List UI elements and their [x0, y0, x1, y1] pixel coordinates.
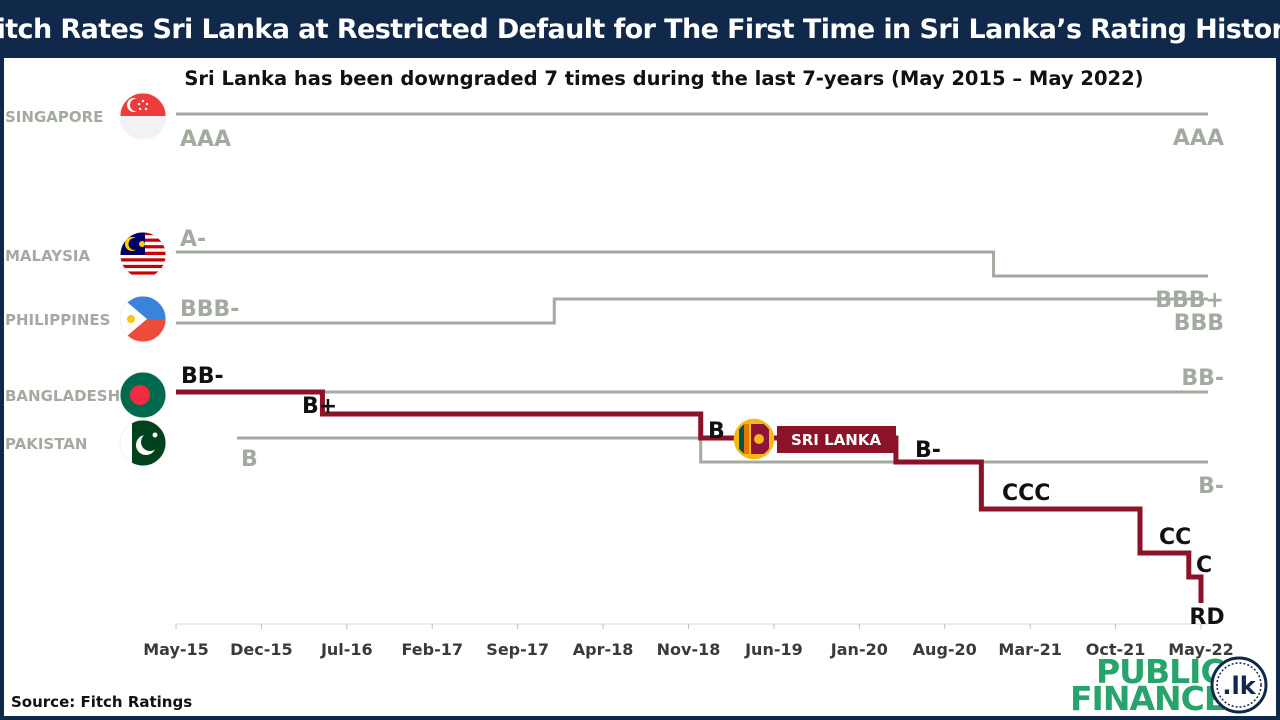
page-title: Fitch Rates Sri Lanka at Restricted Defa… [0, 13, 1280, 45]
brand-line-1: PUBLIC [1096, 652, 1224, 691]
source-note: Source: Fitch Ratings [11, 693, 192, 711]
singapore-flag-icon [120, 93, 166, 139]
pakistan-flag-icon [120, 420, 166, 466]
malaysia-line [176, 250, 1208, 278]
sri-lanka-rating-label: B [708, 419, 725, 444]
sri-lanka-rating-label: BB- [181, 364, 224, 389]
sri-lanka-rating-label: B- [915, 438, 941, 463]
bangladesh-label: BANGLADESH [5, 387, 120, 405]
malaysia-flag-icon [120, 232, 166, 278]
x-tick-label: Aug-20 [913, 640, 977, 659]
sri-lanka-rating-label: C [1196, 553, 1212, 578]
chart-panel: Sri Lanka has been downgraded 7 times du… [4, 58, 1276, 716]
sri-lanka-line [176, 389, 1204, 603]
philippines-start-rating: BBB- [180, 297, 239, 322]
sri-lanka-rating-label: B+ [302, 394, 337, 419]
sri-lanka-rating-label: CC [1159, 525, 1191, 550]
x-tick-label: Nov-18 [657, 640, 721, 659]
x-tick-label: Apr-18 [573, 640, 634, 659]
sri-lanka-badge-label: SRI LANKA [791, 431, 882, 449]
brand-badge-inner [1216, 662, 1262, 708]
x-tick-label: Feb-17 [402, 640, 464, 659]
malaysia-label: MALAYSIA [5, 247, 91, 265]
x-tick-label: Jun-19 [744, 640, 803, 659]
brand-badge-ring [1210, 656, 1268, 714]
chart-subtitle: Sri Lanka has been downgraded 7 times du… [184, 67, 1143, 90]
philippines-flag-icon [120, 296, 166, 342]
rating-history-chart: Sri Lanka has been downgraded 7 times du… [5, 67, 1268, 716]
sri-lanka-badge [777, 426, 896, 453]
philippines-end-rating: BBB [1174, 311, 1224, 336]
singapore-start-rating: AAA [180, 127, 231, 152]
x-tick-label: Jul-16 [320, 640, 373, 659]
brand-line-2: FINANCE [1070, 679, 1225, 716]
sri-lanka-rating-label: CCC [1002, 481, 1050, 506]
malaysia-start-rating: A- [180, 227, 206, 252]
singapore-label: SINGAPORE [5, 108, 103, 126]
pakistan-start-rating: B [241, 447, 258, 472]
pakistan-label: PAKISTAN [5, 435, 87, 453]
x-tick-label: Jan-20 [830, 640, 888, 659]
philippines-line [176, 297, 1208, 325]
sri-lanka-rating-label: RD [1189, 605, 1224, 630]
title-bar: Fitch Rates Sri Lanka at Restricted Defa… [0, 0, 1280, 58]
philippines-label: PHILIPPINES [5, 311, 110, 329]
x-tick-label: Mar-21 [998, 640, 1062, 659]
bangladesh-end-rating: BB- [1181, 366, 1224, 391]
x-tick-label: May-15 [143, 640, 209, 659]
x-tick-label: Dec-15 [230, 640, 293, 659]
pakistan-end-rating: B- [1198, 474, 1224, 499]
x-tick-label: May-22 [1168, 640, 1234, 659]
x-tick-label: Sep-17 [486, 640, 549, 659]
x-tick-label: Oct-21 [1086, 640, 1146, 659]
singapore-end-rating: AAA [1173, 126, 1224, 151]
bangladesh-flag-icon [120, 372, 166, 418]
brand-badge-text: .lk [1222, 672, 1256, 700]
